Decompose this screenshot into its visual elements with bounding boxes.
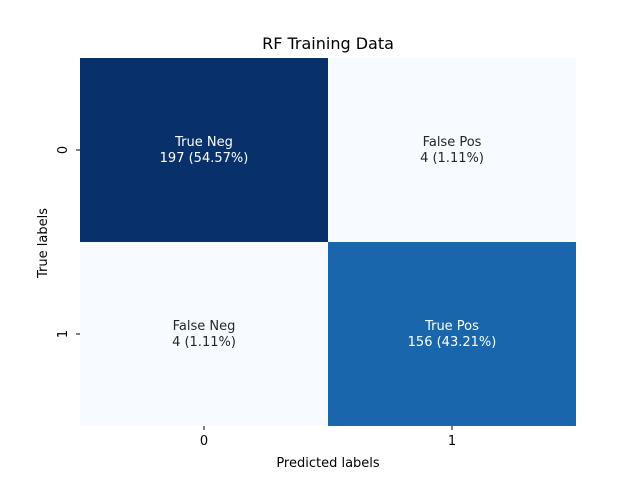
cell-value-1-1: 156 (43.21%) [408, 335, 497, 350]
heatmap-cell-1-0 [80, 242, 328, 426]
cell-label-1-1: True Pos [424, 319, 479, 334]
cell-label-0-1: False Pos [423, 135, 482, 150]
heatmap-cell-0-0 [80, 58, 328, 242]
y-tick-label-1: 1 [56, 330, 71, 338]
cell-value-0-1: 4 (1.11%) [420, 151, 484, 166]
cell-label-0-0: True Neg [174, 135, 233, 150]
y-axis-label: True labels [36, 208, 51, 279]
chart-title: RF Training Data [262, 34, 394, 53]
x-tick-label-1: 1 [448, 434, 456, 449]
x-tick-label-0: 0 [200, 434, 208, 449]
heatmap-cell-1-1 [328, 242, 576, 426]
x-axis-label: Predicted labels [276, 456, 380, 471]
axis-ticks: 0 1 0 1 [56, 146, 456, 449]
cell-value-0-0: 197 (54.57%) [160, 151, 249, 166]
y-tick-label-0: 0 [56, 146, 71, 154]
cell-value-1-0: 4 (1.11%) [172, 335, 236, 350]
heatmap-cell-0-1 [328, 58, 576, 242]
cell-label-1-0: False Neg [173, 319, 236, 334]
